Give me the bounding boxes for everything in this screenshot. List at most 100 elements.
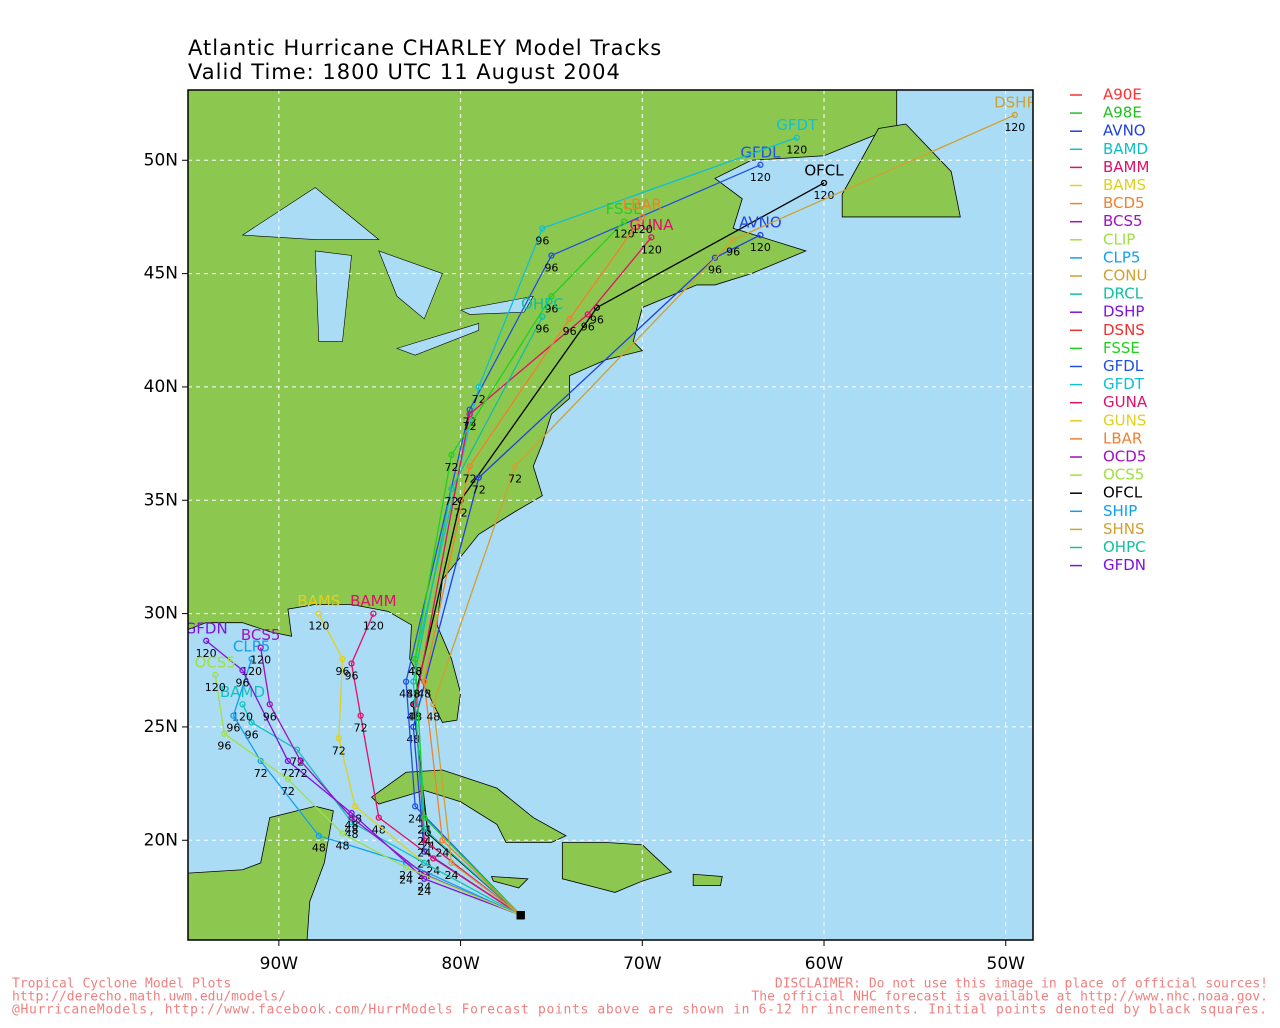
track-point xyxy=(430,701,437,708)
track-point xyxy=(511,463,519,470)
track-label: BCS5 xyxy=(241,626,281,644)
track-point xyxy=(239,667,246,674)
hour-label: 96 xyxy=(708,264,722,277)
track-line xyxy=(412,316,543,916)
track-point xyxy=(221,730,228,737)
hour-label: 48 xyxy=(345,828,359,841)
hour-label: 72 xyxy=(472,484,486,497)
track-line xyxy=(350,613,521,916)
track-point xyxy=(730,236,737,243)
hour-label: 24 xyxy=(399,873,413,886)
track-point xyxy=(1011,111,1018,119)
hour-label: 24 xyxy=(417,885,431,898)
hour-label: 120 xyxy=(1004,121,1025,134)
hour-label: 120 xyxy=(308,620,329,633)
track-label: DSHP xyxy=(994,93,1035,111)
track-line xyxy=(405,164,761,916)
hour-label: 96 xyxy=(726,246,740,259)
track-point xyxy=(566,315,573,323)
hour-label: 24 xyxy=(417,880,431,893)
track-point xyxy=(584,311,591,318)
hour-label: 24 xyxy=(417,835,431,848)
track-point xyxy=(548,252,555,259)
track-label: BAMD xyxy=(220,683,265,701)
x-tick-label: 70W xyxy=(623,954,662,974)
hour-label: 120 xyxy=(614,227,635,240)
track-point xyxy=(421,848,428,855)
legend-label: OHPC xyxy=(1103,538,1146,556)
track-label: GFDN xyxy=(185,619,228,637)
legend-label: GFDL xyxy=(1103,357,1144,375)
legend-label: BAMD xyxy=(1103,140,1148,158)
y-tick-label: 30N xyxy=(144,604,178,624)
track-point xyxy=(421,859,428,867)
track-point xyxy=(620,218,628,225)
track-point xyxy=(448,485,455,493)
hour-label: 48 xyxy=(312,842,326,855)
track-point xyxy=(212,671,219,678)
hour-label: 48 xyxy=(372,824,386,837)
legend-label: DSHP xyxy=(1103,303,1144,321)
lake xyxy=(378,250,443,320)
track-point xyxy=(410,723,417,731)
track-point xyxy=(230,712,237,719)
hour-label: 96 xyxy=(263,710,277,723)
hour-label: 24 xyxy=(444,869,458,882)
legend-label: GFDN xyxy=(1103,556,1146,574)
legend-label: DRCL xyxy=(1103,285,1144,303)
track-label: AVNO xyxy=(739,214,782,232)
track-point xyxy=(639,213,646,221)
track-point xyxy=(475,474,482,481)
legend-label: BCS5 xyxy=(1103,212,1143,230)
hour-label: 96 xyxy=(345,669,359,682)
track-point xyxy=(284,757,292,765)
track-point xyxy=(424,830,432,837)
landmass xyxy=(188,805,334,940)
track-point xyxy=(421,837,428,844)
subtitle: Valid Time: 1800 UTC 11 August 2004 xyxy=(188,60,621,84)
legend-label: OCS5 xyxy=(1103,466,1144,484)
hour-label: 96 xyxy=(535,323,549,336)
hour-label: 72 xyxy=(281,785,295,798)
hour-label: 120 xyxy=(750,241,771,254)
legend-label: BCD5 xyxy=(1103,194,1145,212)
hour-label: 72 xyxy=(444,461,458,474)
legend-label: OFCL xyxy=(1103,484,1143,502)
track-point xyxy=(412,803,419,810)
track-label: GFDL xyxy=(740,143,781,161)
track-point xyxy=(266,701,273,708)
track-point xyxy=(348,814,355,821)
track-point xyxy=(339,830,346,837)
track-point xyxy=(352,803,359,810)
track-label: BAMS xyxy=(297,592,340,610)
track-line xyxy=(432,114,1016,916)
track-label: LBAR xyxy=(623,195,662,213)
hour-label: 96 xyxy=(544,302,558,315)
lake xyxy=(241,187,380,240)
hour-label: 96 xyxy=(581,320,595,333)
hour-label: 72 xyxy=(463,472,477,485)
hour-label: 24 xyxy=(435,846,449,859)
hour-label: 120 xyxy=(750,171,771,184)
track-line xyxy=(414,236,652,916)
track-point xyxy=(820,179,828,187)
track-point xyxy=(315,832,322,839)
legend-label: GUNA xyxy=(1103,393,1148,411)
hour-label: 72 xyxy=(354,722,368,735)
hour-label: 48 xyxy=(345,824,359,837)
track-point xyxy=(357,712,364,719)
hour-label: 72 xyxy=(332,744,346,757)
legend-label: LBAR xyxy=(1103,429,1142,447)
y-tick-label: 20N xyxy=(144,830,178,850)
hour-label: 120 xyxy=(205,681,226,694)
hour-label: 120 xyxy=(814,189,835,202)
track-point xyxy=(448,859,455,867)
hour-label: 72 xyxy=(508,472,522,485)
hour-label: 120 xyxy=(641,243,662,256)
legend-label: A90E xyxy=(1103,86,1142,104)
landmass xyxy=(490,876,529,889)
hour-label: 96 xyxy=(590,314,604,327)
hour-label: 120 xyxy=(241,665,262,678)
legend-label: FSSE xyxy=(1103,339,1140,357)
hour-label: 120 xyxy=(232,710,253,723)
